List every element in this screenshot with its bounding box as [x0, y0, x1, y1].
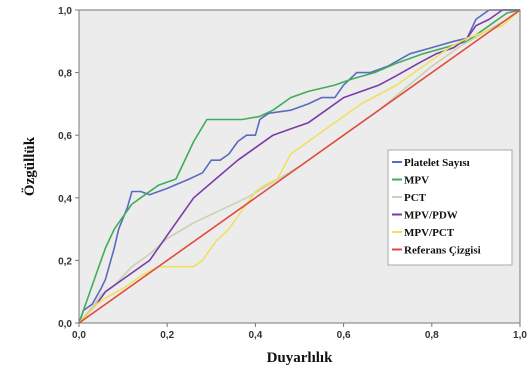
y-tick-label: 0,2	[58, 256, 72, 267]
plot-border	[78, 9, 521, 324]
legend-label: MPV/PCT	[404, 227, 455, 239]
y-tick-label: 0,0	[58, 319, 72, 330]
series-line-0	[78, 9, 520, 324]
legend-label: PCT	[404, 192, 427, 204]
legend-label: MPV/PDW	[404, 210, 458, 222]
y-tick-label: 0,6	[58, 131, 72, 142]
series-line-4	[78, 9, 521, 324]
series-line-2	[78, 9, 521, 324]
y-tick-label: 1,0	[58, 6, 72, 17]
legend: Platelet Sayısı MPV PCT MPV/PDW MPV/PCT Refer…	[387, 149, 513, 266]
legend-label: MPV	[404, 175, 429, 187]
legend-box	[387, 149, 513, 266]
y-axis-title: Özgüllük	[21, 136, 38, 196]
series-line-1	[78, 9, 521, 324]
x-tick-label: 0,6	[337, 330, 351, 341]
y-tick-label: 0,4	[58, 194, 72, 205]
series-line-3	[78, 9, 520, 324]
x-tick-label: 0,8	[425, 330, 439, 341]
x-tick-label: 0,4	[248, 330, 262, 341]
y-tick-label: 0,8	[58, 69, 72, 80]
legend-label: Referans Çizgisi	[404, 245, 481, 257]
x-axis: 0,0 0,2 0,4 0,6 0,8 1,0	[72, 323, 527, 341]
x-tick-label: 0,0	[72, 330, 86, 341]
legend-label: Platelet Sayısı	[404, 157, 470, 169]
x-axis-title: Duyarlılık	[267, 350, 334, 366]
series-layer	[78, 9, 521, 324]
x-tick-label: 1,0	[513, 330, 527, 341]
y-axis: 0,0 0,2 0,4 0,6 0,8 1,0	[58, 6, 79, 330]
x-tick-label: 0,2	[160, 330, 174, 341]
series-line-5	[78, 9, 521, 324]
